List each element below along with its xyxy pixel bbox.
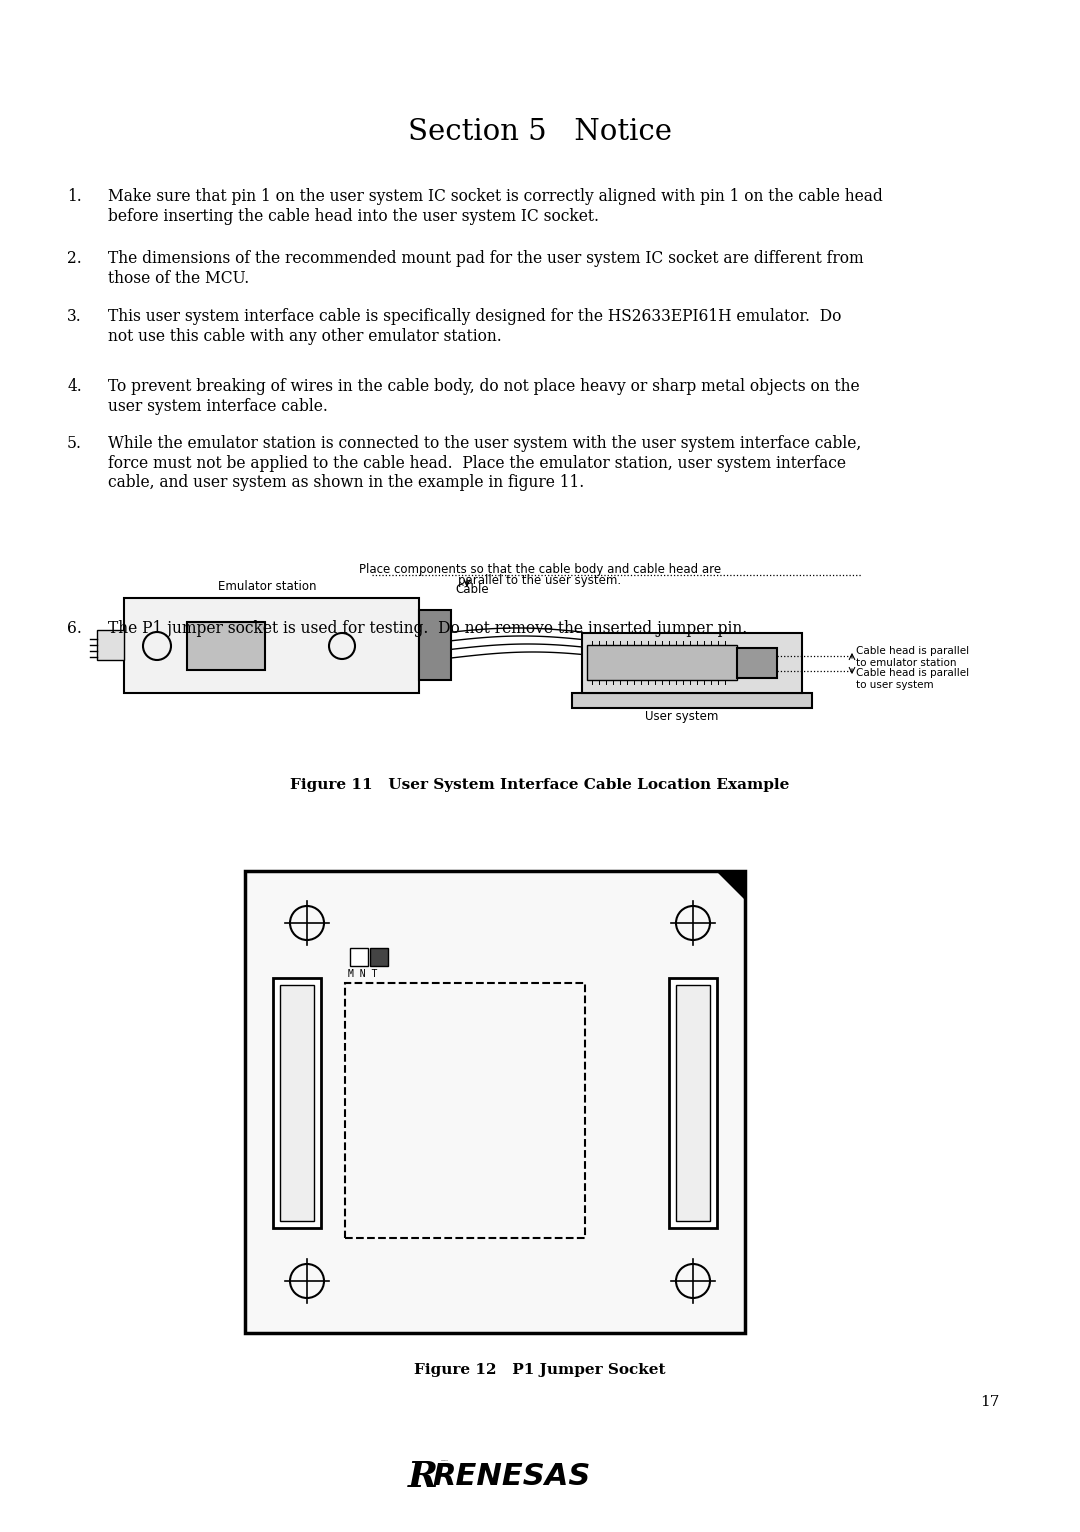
Text: The P1 jumper socket is used for testing.  Do not remove the inserted jumper pin: The P1 jumper socket is used for testing… — [108, 620, 747, 637]
Text: Make sure that pin 1 on the user system IC socket is correctly aligned with pin : Make sure that pin 1 on the user system … — [108, 188, 882, 225]
Text: User system: User system — [646, 709, 718, 723]
Bar — [97, 630, 124, 660]
Bar — [588, 645, 737, 680]
Text: 3.: 3. — [67, 308, 82, 325]
Text: The dimensions of the recommended mount pad for the user system IC socket are di: The dimensions of the recommended mount … — [108, 250, 864, 286]
Text: This user system interface cable is specifically designed for the HS2633EPI61H e: This user system interface cable is spec… — [108, 308, 841, 345]
Bar — [737, 648, 777, 679]
Text: 2.: 2. — [67, 250, 82, 267]
Bar — [676, 985, 710, 1221]
Text: Cable head is parallel
to emulator station: Cable head is parallel to emulator stati… — [856, 647, 969, 668]
Bar — [370, 948, 388, 967]
Text: R: R — [408, 1460, 438, 1494]
Text: Emulator station: Emulator station — [218, 581, 316, 593]
Bar — [124, 597, 419, 692]
Text: Figure 12   P1 Jumper Socket: Figure 12 P1 Jumper Socket — [415, 1363, 665, 1377]
Bar — [245, 872, 745, 1333]
Text: 17: 17 — [981, 1396, 1000, 1409]
Text: Place components so that the cable body and cable head are: Place components so that the cable body … — [359, 562, 721, 576]
Text: Cable: Cable — [455, 584, 489, 596]
Text: parallel to the user system.: parallel to the user system. — [458, 574, 622, 587]
Text: M N T: M N T — [348, 970, 377, 979]
Bar — [419, 610, 451, 680]
Bar — [350, 948, 368, 967]
Text: While the emulator station is connected to the user system with the user system : While the emulator station is connected … — [108, 435, 861, 492]
Text: Figure 11   User System Interface Cable Location Example: Figure 11 User System Interface Cable Lo… — [291, 778, 789, 792]
Text: Cable head is parallel
to user system: Cable head is parallel to user system — [856, 668, 969, 689]
Bar — [273, 977, 321, 1229]
Text: $\mathcal{R}$ENESAS: $\mathcal{R}$ENESAS — [440, 1458, 449, 1463]
Text: 6.: 6. — [67, 620, 82, 637]
Bar — [187, 622, 265, 669]
Text: RENESAS: RENESAS — [432, 1462, 591, 1491]
Bar — [280, 985, 314, 1221]
Bar — [669, 977, 717, 1229]
Polygon shape — [717, 872, 745, 899]
Text: 5.: 5. — [67, 435, 82, 452]
Text: To prevent breaking of wires in the cable body, do not place heavy or sharp meta: To prevent breaking of wires in the cabl… — [108, 378, 860, 415]
Bar — [582, 633, 802, 692]
Bar — [345, 984, 585, 1238]
Text: 1.: 1. — [67, 188, 82, 205]
Bar — [572, 692, 812, 708]
Text: 4.: 4. — [67, 378, 82, 395]
Text: Section 5   Notice: Section 5 Notice — [408, 118, 672, 146]
